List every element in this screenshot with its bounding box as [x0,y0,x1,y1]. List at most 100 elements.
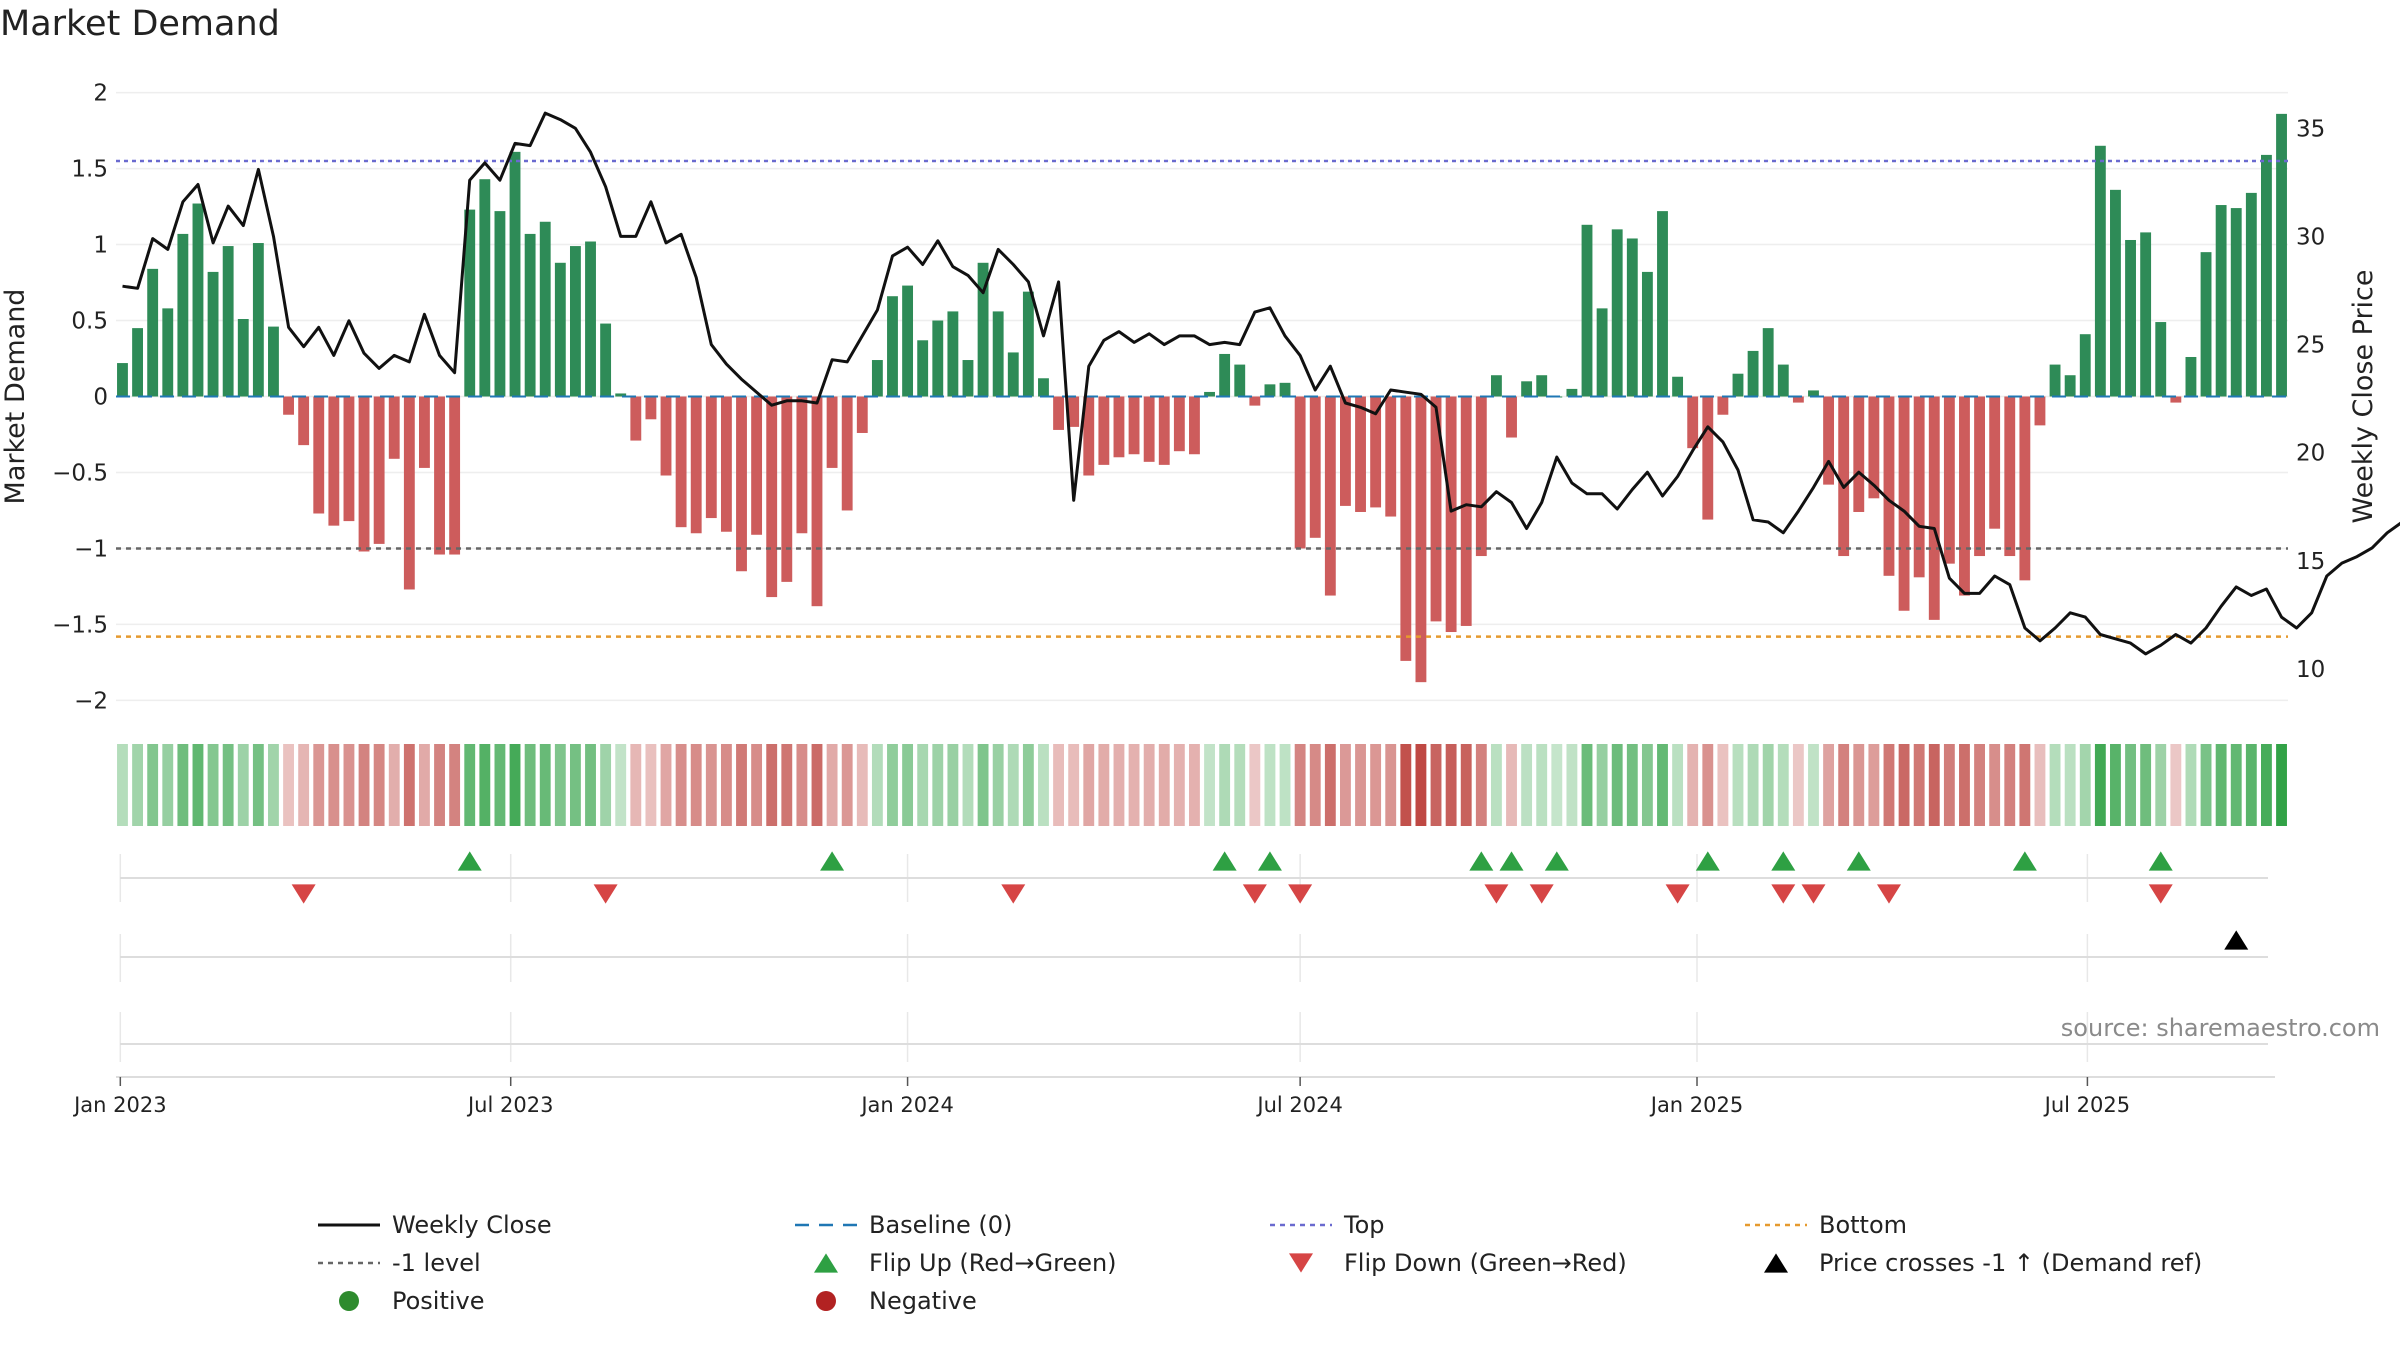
heat-strip-cell [298,744,310,826]
y-tick-label: −0.5 [52,460,108,486]
legend-swatch-flip-up-red-green [814,1253,838,1273]
legend-label-bottom: Bottom [1819,1211,1907,1239]
heat-strip-cell [1007,744,1019,826]
heat-strip-cell [1974,744,1985,826]
flip-down-marker [1801,884,1826,904]
heat-strip-cell [237,744,249,826]
legend-label-flip-down-green-red: Flip Down (Green→Red) [1344,1249,1627,1277]
demand-bar [1626,238,1638,397]
demand-bar [1249,396,1261,406]
demand-bar [268,326,279,397]
demand-bar [796,396,808,534]
demand-bar [2245,192,2257,397]
heat-strip-cell [645,744,657,826]
demand-bar [509,151,521,397]
heat-strip-cell [1068,744,1080,826]
heat-strip-cell [328,744,340,826]
heat-strip-cell [1687,744,1699,826]
heat-strip-cell [977,744,989,826]
demand-bar [1219,353,1231,397]
legend-swatch-negative [816,1291,836,1311]
demand-bar [388,396,400,459]
demand-bar [1702,396,1714,520]
demand-bar [494,211,506,397]
demand-bar [947,311,959,397]
heat-strip-cell [1294,744,1306,826]
demand-bar [1747,350,1759,397]
flip-down-marker [593,884,618,904]
heat-strip-cell [2064,744,2076,826]
heat-strip-cell [841,744,853,826]
demand-bar [1189,396,1200,455]
heat-strip-cell [1204,744,1215,826]
demand-bar [1989,396,2001,529]
y-axis-label: Market Demand [0,289,31,505]
heat-strip-cell [871,744,883,826]
heat-strip-cell [373,744,385,826]
demand-bar [1083,396,1095,476]
heat-strip-cell [2125,744,2136,826]
demand-bar [1385,396,1397,517]
demand-bar [479,179,491,397]
heat-strip-cell [1853,744,1865,826]
demand-bar [1173,396,1185,452]
heat-strip-cell [192,744,204,826]
demand-bar [373,396,385,544]
heat-strip-cell [1823,744,1835,826]
flip-down-marker [1529,884,1554,904]
heat-strip-cell [1113,744,1125,826]
demand-bar [660,396,672,476]
heat-strip-cell [1536,744,1548,826]
flip-up-marker [1544,851,1569,871]
demand-bar [1370,396,1382,508]
demand-bar [2155,322,2167,397]
demand-bar [1490,375,1502,397]
y2-axis-label: Weekly Close Price [2348,269,2379,523]
heat-strip-cell [283,744,294,826]
heat-strip-cell [1370,744,1382,826]
heat-strip-cell [252,744,264,826]
demand-bar [192,203,204,397]
heat-strip-cell [2094,744,2106,826]
heat-strip-cell [554,744,566,826]
demand-bar [962,360,974,397]
heat-strip-cell [2034,744,2046,826]
demand-bar [569,246,581,397]
heat-strip-cell [2230,744,2242,826]
heat-strip-cell [917,744,929,826]
heat-strip-cell [1928,744,1940,826]
flip-down-marker [1665,884,1690,904]
flip-up-marker [2148,851,2173,871]
demand-bar [464,209,476,397]
heat-strip-cell [313,744,325,826]
heat-strip-cell [388,744,400,826]
heat-strip-cell [222,744,234,826]
demand-bar [1340,396,1351,506]
demand-bar [902,285,914,397]
heat-strip-cell [569,744,581,826]
demand-bar [1158,396,1170,465]
heat-strip-cell [2215,744,2227,826]
heat-strip-cell [539,744,551,826]
demand-bar [2079,334,2091,397]
heat-strip-cell [1128,744,1140,826]
heat-strip-cell [1098,744,1110,826]
heat-strip-cell [1038,744,1049,826]
heat-strip-cell [1460,744,1472,826]
heat-strip-cell [449,744,461,826]
heat-strip-cell [1762,744,1774,826]
heat-strip-cell [1264,744,1276,826]
heat-strip-cell [1022,744,1034,826]
flip-up-marker [1846,851,1871,871]
demand-bar [1264,384,1276,397]
legend-swatch-flip-down-green-red [1289,1253,1313,1273]
heat-strip-cell [1551,744,1563,826]
demand-bar [826,396,838,468]
demand-bar [1928,396,1940,620]
demand-bar [343,396,355,522]
demand-bar [1883,396,1895,576]
demand-bar [1521,381,1533,397]
heat-strip-cell [1173,744,1185,826]
x-tick-label: Jan 2024 [859,1093,954,1117]
heat-strip-cell [1189,744,1200,826]
